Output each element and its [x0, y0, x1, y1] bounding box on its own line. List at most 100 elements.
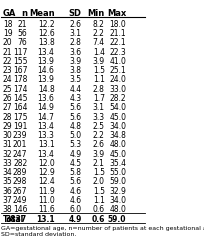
Text: 32.9: 32.9 — [110, 187, 126, 196]
Text: Total: Total — [3, 215, 24, 224]
Text: 31: 31 — [3, 140, 12, 149]
Text: 19: 19 — [3, 29, 12, 38]
Text: 12.4: 12.4 — [38, 178, 54, 186]
Text: Min: Min — [88, 9, 105, 18]
Text: 21: 21 — [18, 20, 27, 29]
Text: 27: 27 — [3, 103, 12, 112]
Text: 11.6: 11.6 — [38, 205, 54, 214]
Text: 4.3: 4.3 — [70, 94, 82, 103]
Text: 4.5: 4.5 — [70, 159, 82, 168]
Text: 13.1: 13.1 — [36, 215, 54, 224]
Text: 34.0: 34.0 — [109, 122, 126, 131]
Text: 2.0: 2.0 — [93, 178, 105, 186]
Text: 12.9: 12.9 — [38, 168, 54, 177]
Text: 2.6: 2.6 — [93, 140, 105, 149]
Text: 146: 146 — [13, 205, 27, 214]
Text: 178: 178 — [13, 75, 27, 84]
Text: 11.9: 11.9 — [38, 187, 54, 196]
Text: 20: 20 — [3, 38, 12, 47]
Text: 13.4: 13.4 — [38, 150, 54, 159]
Text: 13.1: 13.1 — [38, 140, 54, 149]
Text: 21.1: 21.1 — [110, 29, 126, 38]
Text: 239: 239 — [13, 131, 27, 140]
Text: 48.0: 48.0 — [110, 140, 126, 149]
Text: 23: 23 — [3, 66, 12, 75]
Text: 2.2: 2.2 — [93, 29, 105, 38]
Text: 4.6: 4.6 — [70, 196, 82, 205]
Text: 5.0: 5.0 — [70, 131, 82, 140]
Text: 1.5: 1.5 — [93, 168, 105, 177]
Text: 145: 145 — [13, 94, 27, 103]
Text: 3.3: 3.3 — [93, 113, 105, 122]
Text: 1.1: 1.1 — [93, 196, 105, 205]
Text: 1.4: 1.4 — [93, 47, 105, 57]
Text: 4.6: 4.6 — [70, 187, 82, 196]
Text: 41.0: 41.0 — [110, 57, 126, 66]
Text: 3.5: 3.5 — [70, 75, 82, 84]
Text: 4.8: 4.8 — [70, 122, 82, 131]
Text: 13.8: 13.8 — [38, 38, 54, 47]
Text: 32: 32 — [3, 150, 12, 159]
Text: Max: Max — [107, 9, 126, 18]
Text: 22: 22 — [3, 57, 12, 66]
Text: GA: GA — [3, 9, 16, 18]
Text: 45.0: 45.0 — [109, 150, 126, 159]
Text: 289: 289 — [13, 168, 27, 177]
Text: 14.7: 14.7 — [38, 113, 54, 122]
Text: 34: 34 — [3, 168, 13, 177]
Text: 2.8: 2.8 — [70, 38, 82, 47]
Text: 12.0: 12.0 — [38, 159, 54, 168]
Text: 26: 26 — [3, 94, 12, 103]
Text: 28.2: 28.2 — [110, 94, 126, 103]
Text: 201: 201 — [13, 140, 27, 149]
Text: 13.9: 13.9 — [38, 75, 54, 84]
Text: 3.9: 3.9 — [93, 57, 105, 66]
Text: 1.7: 1.7 — [93, 94, 105, 103]
Text: 164: 164 — [13, 103, 27, 112]
Text: 11.0: 11.0 — [38, 196, 54, 205]
Text: 30: 30 — [3, 131, 13, 140]
Text: 25.1: 25.1 — [110, 66, 126, 75]
Text: 45.0: 45.0 — [109, 113, 126, 122]
Text: 1.1: 1.1 — [93, 75, 105, 84]
Text: 174: 174 — [13, 85, 27, 94]
Text: 3.9: 3.9 — [70, 57, 82, 66]
Text: 24: 24 — [3, 75, 12, 84]
Text: 2.5: 2.5 — [93, 122, 105, 131]
Text: 25: 25 — [3, 85, 12, 94]
Text: 12.6: 12.6 — [38, 29, 54, 38]
Text: 3.6: 3.6 — [70, 47, 82, 57]
Text: 7.4: 7.4 — [93, 38, 105, 47]
Text: 35.4: 35.4 — [109, 159, 126, 168]
Text: 8.2: 8.2 — [93, 20, 105, 29]
Text: 0.6: 0.6 — [93, 205, 105, 214]
Text: GA=gestational age, n=number of patients at each gestational age,
SD=standard de: GA=gestational age, n=number of patients… — [1, 226, 204, 237]
Text: n: n — [21, 9, 27, 18]
Text: 54.0: 54.0 — [109, 103, 126, 112]
Text: 14.9: 14.9 — [38, 103, 54, 112]
Text: 155: 155 — [13, 57, 27, 66]
Text: 2.6: 2.6 — [70, 20, 82, 29]
Text: 175: 175 — [13, 113, 27, 122]
Text: 5.6: 5.6 — [70, 103, 82, 112]
Text: 167: 167 — [13, 66, 27, 75]
Text: 1.5: 1.5 — [93, 187, 105, 196]
Text: 13.6: 13.6 — [38, 94, 54, 103]
Text: 247: 247 — [13, 150, 27, 159]
Text: 13.4: 13.4 — [38, 47, 54, 57]
Text: 2.1: 2.1 — [93, 159, 105, 168]
Text: 33: 33 — [3, 159, 13, 168]
Text: 28: 28 — [3, 113, 12, 122]
Text: 12.2: 12.2 — [38, 20, 54, 29]
Text: 21: 21 — [3, 47, 12, 57]
Text: 5.3: 5.3 — [70, 140, 82, 149]
Text: 76: 76 — [18, 38, 27, 47]
Text: 249: 249 — [13, 196, 27, 205]
Text: 3.1: 3.1 — [93, 103, 105, 112]
Text: 3.9: 3.9 — [93, 150, 105, 159]
Text: 34.0: 34.0 — [109, 196, 126, 205]
Text: 5.6: 5.6 — [70, 178, 82, 186]
Text: 4.9: 4.9 — [69, 215, 82, 224]
Text: 35: 35 — [3, 178, 13, 186]
Text: 36: 36 — [3, 187, 13, 196]
